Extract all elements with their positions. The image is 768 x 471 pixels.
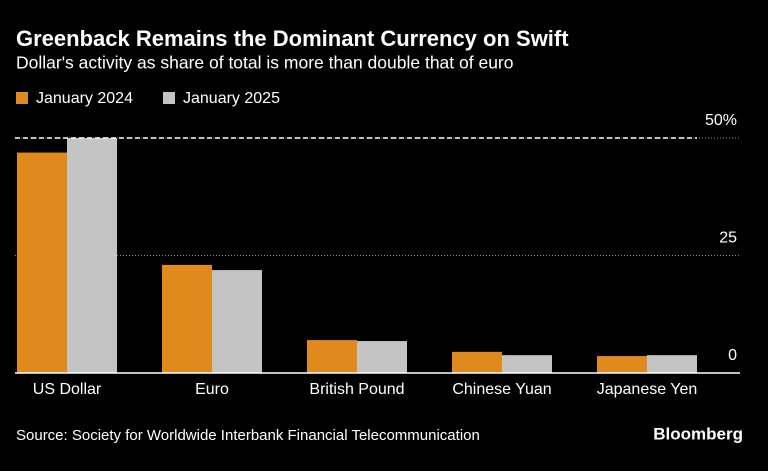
y-tick-label: 0 — [728, 347, 737, 364]
bar — [162, 264, 212, 373]
legend-swatch — [16, 92, 28, 104]
bar — [357, 341, 407, 373]
bar — [307, 340, 357, 373]
x-tick-label: Chinese Yuan — [452, 381, 551, 398]
x-tick-label: Japanese Yen — [597, 381, 698, 398]
logo: Bloomberg — [653, 424, 743, 443]
legend-label: January 2024 — [36, 90, 133, 107]
legend-swatch — [163, 92, 175, 104]
source: Source: Society for Worldwide Interbank … — [16, 427, 480, 444]
bar — [452, 351, 502, 373]
bar — [597, 356, 647, 373]
chart-title: Greenback Remains the Dominant Currency … — [16, 26, 569, 51]
bar — [17, 152, 67, 373]
bar — [67, 138, 117, 373]
bar — [212, 270, 262, 373]
chart-subtitle: Dollar's activity as share of total is m… — [16, 53, 514, 73]
y-tick-label: 25 — [719, 230, 737, 247]
y-tick-label: 50% — [705, 112, 737, 129]
x-tick-label: British Pound — [309, 381, 404, 398]
x-tick-label: Euro — [195, 381, 229, 398]
bar — [502, 355, 552, 373]
legend-label: January 2025 — [183, 90, 280, 107]
x-tick-label: US Dollar — [33, 381, 102, 398]
bar — [647, 355, 697, 373]
